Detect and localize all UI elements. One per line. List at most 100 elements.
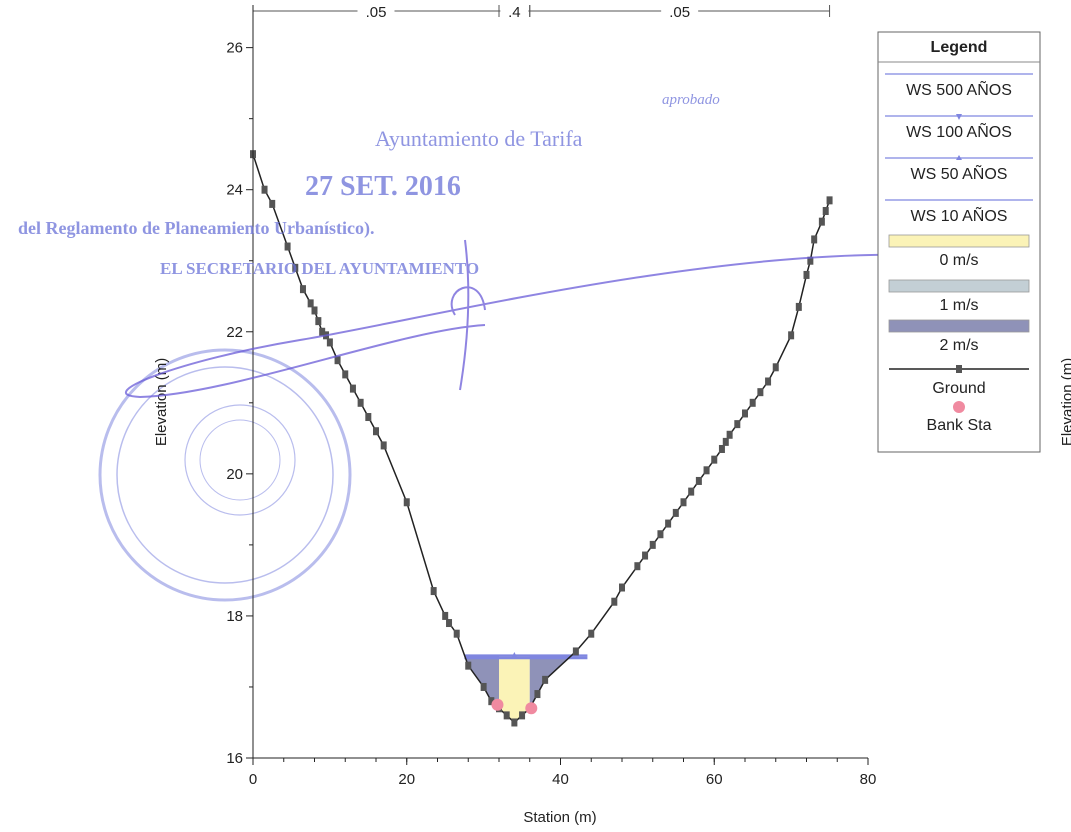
bank-station-point [491, 698, 504, 711]
velocity-zones [464, 654, 588, 723]
signature [125, 239, 916, 399]
x-axis-label: Station (m) [523, 809, 596, 826]
ground-point [307, 299, 314, 308]
stamp-line-2: Ayuntamiento de Tarifa [375, 126, 583, 151]
n-label: .05 [669, 4, 690, 21]
ground-point [742, 409, 748, 418]
ground-point [788, 331, 795, 340]
bank-station-points [491, 698, 538, 715]
ground-point [634, 562, 641, 571]
ground-point [588, 629, 595, 638]
ground-point [480, 682, 487, 691]
stamp-line-5: EL SECRETARIO DEL AYUNTAMIENTO [160, 259, 479, 278]
ground-point [757, 388, 764, 397]
ground-point [703, 466, 710, 475]
ground-point [503, 711, 510, 720]
n-label: .05 [366, 4, 387, 21]
x-tick-label: 80 [860, 771, 877, 788]
ground-point [326, 338, 333, 347]
ws-marker [511, 651, 518, 658]
ground-point [822, 207, 829, 216]
legend-entry: 2 m/s [939, 337, 978, 354]
ground-point [261, 185, 268, 194]
ground-point [807, 256, 814, 265]
approval-stamp: aprobado Ayuntamiento de Tarifa 27 SET. … [18, 92, 916, 399]
legend-swatch [888, 279, 1030, 293]
ground-point [442, 611, 449, 620]
ground-point [511, 718, 518, 727]
mannings-n-bar: .05 .4 .05 [252, 2, 831, 21]
y-tick-label: 16 [226, 750, 243, 767]
ground-point [446, 619, 453, 628]
ground-point [665, 519, 672, 528]
legend-marker [956, 114, 962, 120]
y-tick-label: 18 [226, 608, 243, 625]
ground-point [342, 370, 349, 379]
ground-point [772, 363, 779, 372]
ground-point [284, 242, 291, 251]
ground-point [680, 498, 687, 507]
ground-point [718, 444, 725, 453]
water-surface-lines [464, 651, 588, 660]
ground-point [803, 270, 810, 279]
ground-point [534, 690, 541, 699]
n-label-bg [357, 2, 395, 20]
ground-point [430, 587, 437, 596]
velocity-zone-0 [499, 654, 530, 723]
ground-point [380, 441, 387, 450]
legend: Legend WS 500 AÑOS WS 100 AÑOS WS 50 AÑOS W… [877, 31, 1041, 453]
stamp-line-1: aprobado [662, 92, 720, 108]
n-label-bg [500, 2, 529, 20]
ground-point [765, 377, 772, 386]
legend-entry: WS 50 AÑOS [911, 163, 1008, 183]
velocity-zone-1 [464, 654, 499, 709]
legend-entry: WS 10 AÑOS [911, 205, 1008, 225]
legend-entry: WS 100 AÑOS [906, 121, 1012, 141]
ground-point [726, 430, 733, 439]
ground-point [292, 263, 299, 272]
legend-swatch [888, 319, 1030, 333]
ground-series [250, 150, 833, 727]
ground-point [315, 317, 322, 326]
ground-point [611, 597, 618, 606]
ground-point [357, 398, 364, 407]
ground-point [688, 487, 695, 496]
ground-point [519, 711, 526, 720]
ground-point [572, 647, 579, 656]
ground-point [269, 199, 276, 208]
legend-marker [953, 401, 965, 413]
legend-title: Legend [931, 39, 988, 56]
ground-point [488, 697, 495, 706]
ground-point [649, 540, 656, 549]
ground-point [334, 356, 341, 365]
x-tick-label: 0 [249, 771, 257, 788]
x-tick-label: 40 [552, 771, 569, 788]
x-tick-label: 20 [398, 771, 415, 788]
ground-point [365, 413, 372, 422]
ground-line [252, 153, 831, 724]
y-tick-label: 26 [226, 40, 243, 57]
ground-point [826, 196, 833, 205]
ground-point [319, 327, 326, 336]
stamp-line-4: del Reglamento de Planeamiento Urbanísti… [18, 218, 374, 239]
x-tick-label: 60 [706, 771, 723, 788]
ground-point [619, 583, 625, 592]
y-axis-ticks: 16 18 20 22 24 26 [226, 40, 253, 767]
ground-point [711, 455, 718, 464]
plot-area [250, 150, 833, 727]
ground-point [453, 629, 460, 638]
x-axis-ticks: 0 20 40 60 80 [249, 758, 877, 788]
ground-point [672, 508, 679, 517]
ground-point [349, 384, 356, 393]
legend-swatch [888, 234, 1030, 248]
ground-point [695, 476, 702, 485]
legend-entry: Bank Sta [927, 417, 992, 434]
n-label: .4 [508, 4, 521, 21]
bank-station-point [525, 702, 538, 715]
right-y-axis-label: Elevation (m) [1059, 358, 1071, 446]
ground-point [722, 437, 729, 446]
velocity-zone-2 [529, 654, 588, 709]
ground-point [642, 551, 649, 560]
ground-point [373, 427, 379, 436]
